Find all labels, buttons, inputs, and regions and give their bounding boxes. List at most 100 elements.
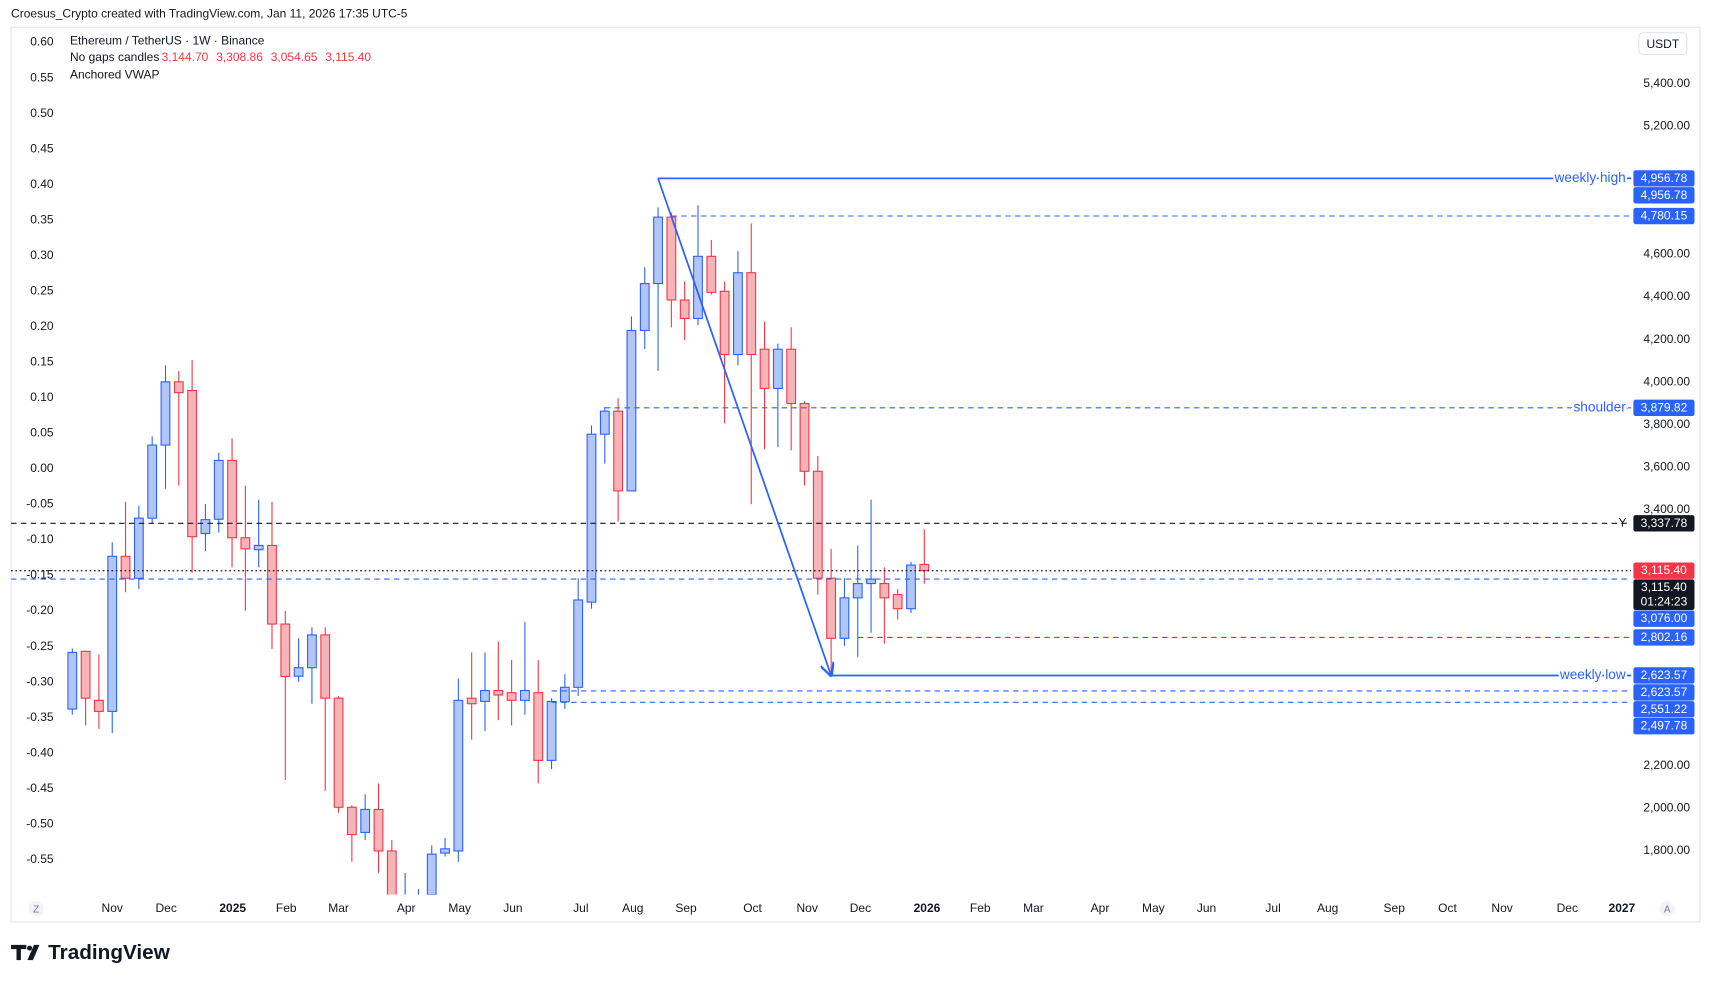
candle-body: [919, 563, 930, 572]
candle-body: [120, 555, 131, 579]
price-label: 2,551.22: [1641, 702, 1688, 716]
candle-body: [799, 402, 810, 472]
brand-logo: [11, 944, 40, 961]
price-label: 4,780.15: [1641, 209, 1688, 223]
right-button-bg[interactable]: [1659, 901, 1675, 917]
x-tick-label: Jul: [1265, 901, 1280, 915]
y-tick-label: 4,400.00: [1643, 289, 1690, 303]
countdown: 01:24:23: [1641, 595, 1688, 609]
candle-body: [812, 470, 823, 579]
candle-body: [586, 433, 597, 603]
price-label: 2,623.57: [1641, 668, 1688, 682]
x-tick-label: Oct: [1438, 901, 1457, 915]
candle-body: [386, 850, 397, 895]
y-tick-label: 4,600.00: [1643, 247, 1690, 261]
candle-body: [333, 697, 344, 808]
y-tick-label: 1,800.00: [1643, 843, 1690, 857]
y2-tick-label: -0.20: [26, 603, 54, 617]
y-tick-label: 5,400.00: [1643, 76, 1690, 90]
candle-body: [520, 689, 530, 701]
price-label-box: [1633, 207, 1695, 225]
y-tick-label: 3,400.00: [1643, 502, 1690, 516]
candle-body: [373, 808, 384, 852]
y2-tick-label: -0.10: [26, 532, 54, 546]
candle-body: [213, 459, 224, 520]
currency[interactable]: USDT: [1647, 37, 1680, 51]
x-tick-label: Dec: [155, 901, 176, 915]
candle-body: [360, 808, 371, 833]
x-tick-label: Dec: [850, 901, 871, 915]
ohlc-open: 3,144.70: [162, 50, 209, 64]
y-tick-label: 3,800.00: [1643, 417, 1690, 431]
y2-tick-label: -0.05: [26, 497, 54, 511]
candle-body: [772, 348, 783, 389]
left-button-bg[interactable]: [28, 901, 44, 917]
candle-body: [892, 594, 903, 610]
candle-body: [733, 272, 743, 356]
candle-body: [693, 255, 703, 320]
candle-body: [67, 651, 78, 710]
y2-tick-label: -0.40: [26, 745, 54, 759]
candle-body: [440, 848, 450, 854]
candle-body: [759, 348, 770, 389]
y2-tick-label: 0.40: [30, 177, 54, 191]
candle-body: [826, 577, 837, 639]
price-label-box: [1633, 701, 1695, 718]
ohlc-low: 3,054.65: [271, 50, 318, 64]
y2-tick-label: 0.55: [30, 70, 54, 84]
price-label: 4,956.78: [1641, 171, 1688, 185]
y2-tick-label: 0.10: [30, 390, 54, 404]
x-tick-label: Apr: [397, 901, 416, 915]
right-button[interactable]: A: [1664, 904, 1671, 915]
level-name: weekly high: [1554, 170, 1626, 185]
candle-body: [559, 686, 570, 703]
price-label-box: [1633, 667, 1695, 684]
y2-tick-label: 0.25: [30, 283, 54, 297]
left-button[interactable]: Z: [33, 904, 39, 915]
candle-body: [599, 410, 610, 435]
axes: 5,400.00 5,200.00 4,600.00 4,400.00 4,200.00…: [26, 35, 1695, 915]
candle-body: [480, 689, 490, 702]
level-name: weekly low: [1559, 667, 1626, 682]
y-tick-label: 2,200.00: [1643, 758, 1690, 772]
price-label-box: [1633, 170, 1695, 187]
y-tick-label: 4,200.00: [1643, 332, 1690, 346]
candle-body: [719, 290, 730, 356]
candle-body: [187, 389, 198, 538]
y2-tick-label: 0.45: [30, 141, 54, 155]
candle-body: [426, 853, 437, 895]
candle-body: [852, 583, 863, 599]
price-label-box: [1633, 684, 1695, 701]
x-tick-label: Feb: [970, 901, 991, 915]
y2-tick-label: 0.35: [30, 212, 54, 226]
candle-body: [573, 599, 584, 688]
x-tick-label: Sep: [675, 901, 697, 915]
y2-tick-label: -0.25: [26, 639, 54, 653]
y2-tick-label: -0.45: [26, 781, 54, 795]
y-tick-label: 2,000.00: [1643, 801, 1690, 815]
candle-body: [227, 459, 237, 539]
price-label: 4,956.78: [1641, 188, 1688, 202]
candle-body: [866, 578, 876, 585]
x-tick-label: May: [1142, 901, 1165, 915]
price-label: 3,076.00: [1641, 611, 1688, 625]
candle-body: [613, 410, 624, 492]
price-label-box: [1633, 718, 1695, 735]
plot-area: [11, 177, 1632, 895]
x-tick-label: Feb: [276, 901, 297, 915]
price-label-box: [1633, 579, 1695, 610]
candle-body: [147, 444, 158, 519]
y2-tick-label: 0.60: [30, 35, 54, 49]
candle-body: [879, 583, 890, 599]
x-tick-label: Aug: [622, 901, 643, 915]
x-tick-label: Mar: [328, 901, 349, 915]
y2-tick-label: 0.05: [30, 426, 54, 440]
candle-body: [240, 537, 251, 550]
x-tick-label: Dec: [1557, 901, 1578, 915]
candle-body: [133, 517, 144, 579]
candle-body: [786, 348, 797, 405]
currency-button[interactable]: [1638, 32, 1688, 56]
x-tick-label: Apr: [1091, 901, 1110, 915]
